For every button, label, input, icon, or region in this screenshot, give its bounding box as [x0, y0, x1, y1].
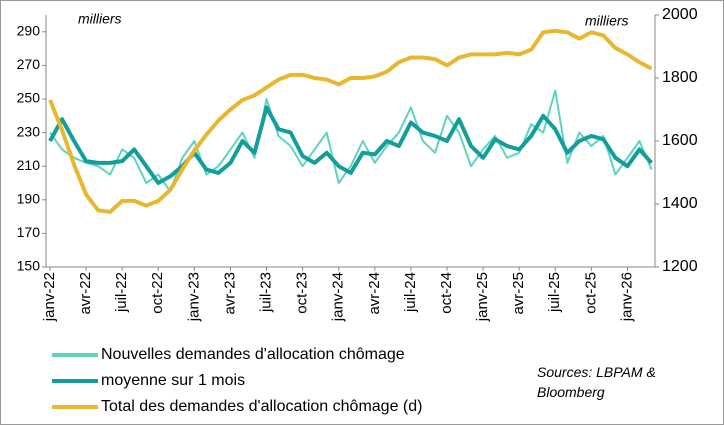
x-tick-label: janv-26	[618, 272, 635, 322]
y-tick-label: 190	[17, 191, 41, 207]
source-note: Sources: LBPAM & Bloomberg	[537, 364, 656, 400]
y-tick-label: 290	[17, 23, 41, 39]
x-tick-label: juil-23	[258, 272, 275, 313]
x-tick-label: avr-24	[366, 272, 383, 315]
legend-label: moyenne sur 1 mois	[101, 372, 245, 389]
series-line	[48, 105, 653, 185]
x-tick-label: janv-23	[185, 272, 202, 322]
y-tick-label: 170	[17, 224, 41, 240]
x-tick-label: avr-23	[221, 272, 238, 315]
x-tick-label: avr-22	[77, 272, 94, 315]
y-tick-label: 150	[17, 258, 41, 274]
series-line	[48, 28, 653, 214]
y-tick-label: 230	[17, 123, 41, 139]
x-tick-label: oct-23	[294, 272, 311, 314]
series-line	[49, 89, 653, 193]
x-tick-label: juil-25	[546, 272, 563, 313]
y2-tick-label: 1600	[662, 132, 698, 149]
y-tick-label: 270	[17, 56, 41, 72]
y2-tick-label: 1200	[662, 258, 698, 275]
y-tick-label: 250	[17, 90, 41, 106]
x-tick-label: oct-22	[149, 272, 166, 314]
legend-label: Nouvelles demandes d'allocation chômage	[101, 346, 405, 363]
x-tick-label: janv-24	[330, 272, 347, 322]
x-tick-label: avr-25	[510, 272, 527, 315]
unit-label: milliers	[585, 13, 629, 29]
y2-tick-label: 1400	[662, 195, 698, 212]
x-tick-label: janv-25	[474, 272, 491, 322]
y-tick-label: 210	[17, 157, 41, 173]
unit-label: milliers	[78, 11, 122, 27]
legend-label: Total des demandes d'allocation chômage …	[101, 398, 422, 415]
x-tick-label: juil-22	[113, 272, 130, 313]
x-tick-label: juil-24	[402, 272, 419, 313]
y2-tick-label: 2000	[662, 6, 698, 23]
x-tick-label: janv-22	[41, 272, 58, 322]
x-tick-label: oct-24	[438, 272, 455, 314]
y2-tick-label: 1800	[662, 69, 698, 86]
x-tick-label: oct-25	[582, 272, 599, 314]
